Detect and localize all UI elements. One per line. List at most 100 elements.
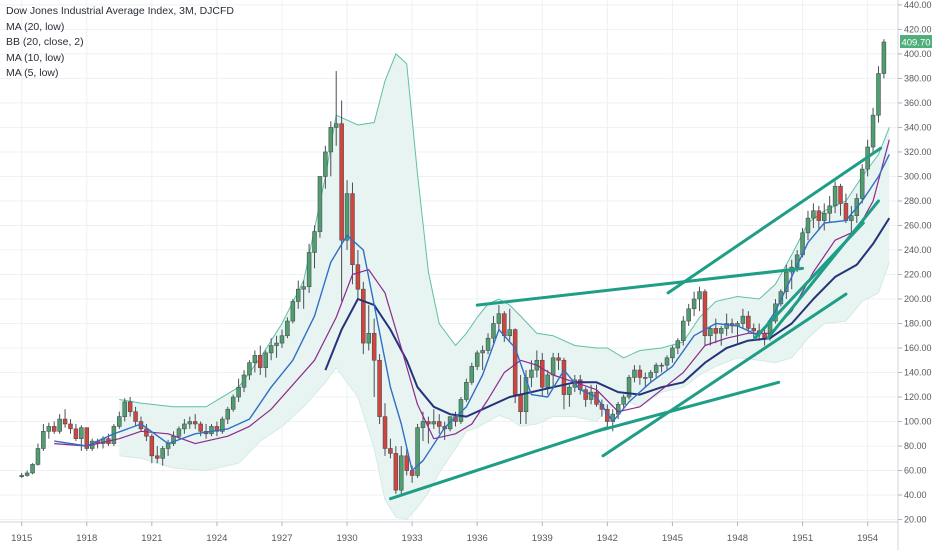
candle bbox=[821, 203, 827, 231]
y-tick-label: 140.00 bbox=[904, 368, 932, 378]
candle-body bbox=[388, 448, 393, 454]
candle-body bbox=[653, 364, 659, 373]
candle-body bbox=[811, 210, 816, 219]
candle-body bbox=[155, 455, 160, 459]
candle bbox=[881, 39, 887, 79]
price-axis[interactable]: 20.00 40.00 60.00 80.00 100.00 120.00 140.00 16… bbox=[897, 0, 932, 550]
trendline[interactable] bbox=[601, 292, 848, 458]
candle bbox=[62, 409, 68, 428]
candle-body bbox=[583, 389, 588, 400]
candles bbox=[19, 39, 887, 494]
candle-body bbox=[474, 352, 480, 367]
candle-body bbox=[718, 328, 724, 334]
candle-body bbox=[832, 185, 838, 207]
y-tick-label: 20.00 bbox=[904, 515, 927, 525]
candle bbox=[263, 350, 268, 378]
candle-body bbox=[827, 205, 832, 214]
candle bbox=[279, 329, 285, 348]
candle bbox=[382, 403, 388, 456]
candle-body bbox=[545, 374, 550, 388]
trendline[interactable] bbox=[594, 380, 781, 433]
candle bbox=[187, 416, 193, 429]
candle-body bbox=[881, 41, 887, 74]
candle bbox=[68, 419, 73, 434]
candle-body bbox=[371, 332, 377, 361]
candle bbox=[485, 333, 491, 355]
candle bbox=[366, 305, 371, 351]
candle bbox=[805, 210, 811, 241]
candle-body bbox=[46, 426, 52, 432]
trendline[interactable] bbox=[666, 146, 883, 295]
trendline[interactable] bbox=[753, 221, 865, 340]
y-tick-label: 420.00 bbox=[904, 24, 932, 34]
trendline[interactable] bbox=[766, 199, 880, 340]
candle-body bbox=[485, 337, 491, 351]
candle-body bbox=[295, 288, 301, 302]
y-tick-label: 180.00 bbox=[904, 318, 932, 328]
candle bbox=[708, 325, 713, 346]
candle-body bbox=[268, 345, 274, 354]
trendlines[interactable] bbox=[388, 146, 883, 501]
candle-body bbox=[355, 264, 361, 290]
candle-body bbox=[344, 193, 350, 241]
bollinger-band-fill bbox=[119, 53, 890, 520]
candle-body bbox=[68, 423, 73, 430]
candle-body bbox=[784, 271, 789, 292]
candle-body bbox=[285, 320, 290, 337]
candle-body bbox=[339, 123, 344, 241]
candle bbox=[247, 360, 252, 380]
last-price-value: 409.70 bbox=[901, 38, 930, 49]
trendline[interactable] bbox=[475, 266, 805, 307]
candle bbox=[832, 181, 838, 214]
candle bbox=[41, 423, 46, 451]
candle-body bbox=[632, 369, 637, 378]
x-tick-label: 1951 bbox=[792, 533, 813, 544]
candle bbox=[182, 419, 187, 434]
candle-body bbox=[214, 426, 220, 432]
candle-body bbox=[258, 355, 263, 368]
candle bbox=[626, 374, 632, 400]
candle bbox=[545, 370, 550, 395]
candle-body bbox=[366, 332, 371, 344]
candle-body bbox=[838, 185, 843, 204]
candle bbox=[415, 423, 420, 478]
candle-body bbox=[274, 342, 279, 346]
time-axis[interactable]: 1915 1918 1921 1924 1927 1930 1933 1936 1939 1942… bbox=[0, 521, 898, 544]
candle bbox=[686, 303, 691, 326]
candle-body bbox=[393, 453, 399, 491]
candle bbox=[811, 203, 816, 228]
y-tick-label: 340.00 bbox=[904, 122, 932, 132]
candle-body bbox=[263, 352, 268, 368]
candle-body bbox=[182, 423, 187, 430]
candle bbox=[241, 370, 247, 393]
candle-body bbox=[301, 286, 306, 290]
candle bbox=[632, 365, 637, 383]
x-tick-label: 1915 bbox=[11, 533, 32, 544]
y-tick-label: 220.00 bbox=[904, 269, 932, 279]
legend-bb: BB (20, close, 2) bbox=[6, 36, 84, 48]
candle-body bbox=[556, 357, 561, 361]
candle bbox=[740, 308, 746, 329]
candle-body bbox=[870, 114, 876, 148]
candle bbox=[507, 308, 512, 341]
candle bbox=[30, 463, 35, 475]
candle-body bbox=[567, 386, 572, 395]
candle-body bbox=[41, 431, 46, 449]
candle-body bbox=[626, 377, 632, 398]
candle-body bbox=[849, 215, 854, 221]
candle bbox=[328, 121, 334, 177]
candle bbox=[643, 372, 648, 388]
candle-body bbox=[664, 357, 670, 366]
candle-body bbox=[821, 212, 827, 221]
candle-body bbox=[697, 291, 702, 300]
y-tick-label: 280.00 bbox=[904, 196, 932, 206]
candle-body bbox=[637, 369, 643, 378]
candle-body bbox=[502, 313, 507, 337]
candle bbox=[713, 318, 719, 344]
last-price-tag-bg bbox=[900, 35, 932, 49]
candle bbox=[778, 289, 784, 307]
candle bbox=[19, 472, 24, 478]
trendline[interactable] bbox=[388, 426, 609, 501]
candle-body bbox=[209, 426, 214, 435]
